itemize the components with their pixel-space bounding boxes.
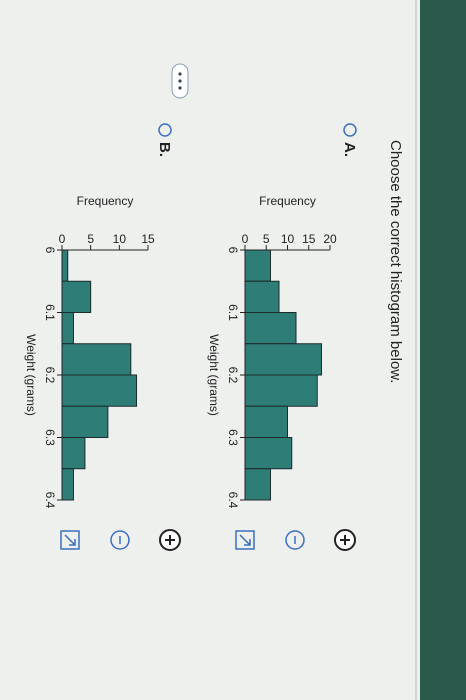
x-tick-label: 6.1 [226,304,240,321]
histogram-bar [61,312,74,345]
y-tick-label: 0 [242,232,249,246]
x-axis-label: Weight (grams) [24,334,38,416]
y-tick-label: 20 [323,232,337,246]
open-new[interactable] [235,530,255,550]
histogram-bar [61,280,92,313]
y-tick-label: 5 [263,232,270,246]
y-tick-label: 15 [141,232,155,246]
x-tick-label: 6.4 [226,492,240,509]
x-tick-label: 6 [43,247,57,254]
histogram-bar [244,468,271,501]
y-tick-label: 10 [113,232,127,246]
y-tick-label: 5 [87,232,94,246]
histogram-bar [244,437,293,470]
histogram-bar [244,280,280,313]
x-tick-label: 6.1 [43,304,57,321]
radio-a[interactable] [343,123,357,137]
option-label[interactable]: B. [156,142,173,157]
dot [178,86,182,90]
zoom-in[interactable] [159,529,181,551]
histogram-bar [244,343,322,376]
x-axis-label: Weight (grams) [207,334,221,416]
open-new[interactable] [60,530,80,550]
histogram-bar [61,468,74,501]
x-tick-label: 6 [226,247,240,254]
dot [178,79,182,83]
histogram-bar [61,249,69,282]
histogram-bar [244,312,297,345]
y-tick-label: 15 [302,232,316,246]
histogram-bar [61,405,109,438]
x-tick-label: 6.3 [226,429,240,446]
x-tick-label: 6.2 [226,367,240,384]
histogram-bar [244,249,271,282]
zoom-out[interactable] [110,530,130,550]
zoom-in[interactable] [334,529,356,551]
y-tick-label: 10 [281,232,295,246]
histogram-bar [244,374,318,407]
x-tick-label: 6.4 [43,492,57,509]
y-axis-label: Frequency [77,194,134,208]
question: Choose the correct histogram below. [387,140,404,383]
dot [178,72,182,76]
histogram-bar [61,374,138,407]
radio-b[interactable] [158,123,172,137]
zoom-out[interactable] [285,530,305,550]
histogram-bar [61,437,86,470]
y-tick-label: 0 [59,232,66,246]
x-tick-label: 6.2 [43,367,57,384]
histogram-bar [244,405,288,438]
x-tick-label: 6.3 [43,429,57,446]
histogram-bar [61,343,132,376]
y-axis-label: Frequency [259,194,316,208]
option-label[interactable]: A. [341,142,358,157]
top-bar [420,0,466,700]
